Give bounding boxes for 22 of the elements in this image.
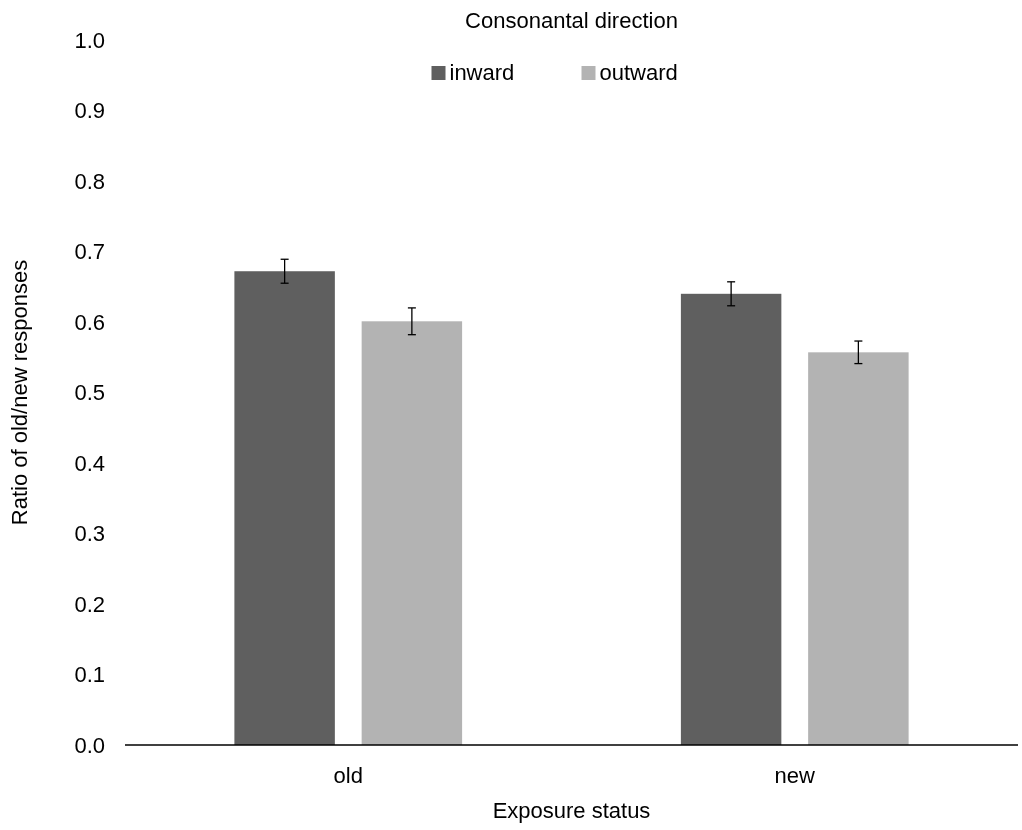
y-tick-label: 0.8	[74, 168, 105, 194]
y-tick-label: 0.2	[74, 591, 105, 617]
legend-title: Consonantal direction	[465, 8, 678, 33]
y-tick-label: 0.7	[74, 239, 105, 265]
y-tick-label: 0.1	[74, 662, 105, 688]
x-tick-label: new	[774, 763, 816, 788]
y-tick-label: 0.5	[74, 380, 105, 406]
bar	[234, 271, 335, 745]
bar	[808, 352, 909, 745]
x-tick-label: old	[333, 763, 363, 788]
bar	[361, 321, 463, 745]
legend-label: outward	[599, 60, 678, 85]
y-tick-label: 0.9	[74, 98, 105, 124]
y-axis-title: Ratio of old/new responses	[7, 259, 32, 526]
y-tick-label: 0.0	[74, 732, 105, 758]
y-tick-label: 0.4	[74, 450, 105, 476]
y-tick-label: 0.3	[74, 521, 105, 547]
x-axis-title: Exposure status	[492, 798, 651, 823]
bar	[680, 293, 782, 745]
legend-label: inward	[449, 60, 515, 85]
y-tick-label: 0.6	[74, 309, 105, 335]
y-tick-label: 1.0	[74, 27, 105, 53]
